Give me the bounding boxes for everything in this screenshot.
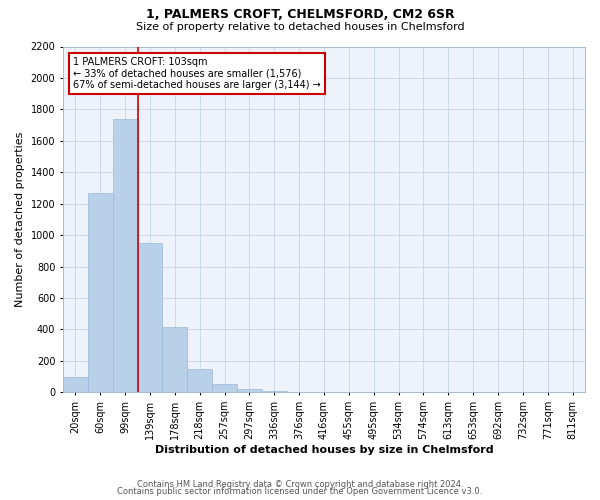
Bar xyxy=(262,391,287,392)
Bar xyxy=(187,368,212,392)
Bar xyxy=(212,384,237,392)
Y-axis label: Number of detached properties: Number of detached properties xyxy=(15,132,25,307)
Bar xyxy=(63,376,88,392)
Bar xyxy=(237,389,262,392)
Text: Size of property relative to detached houses in Chelmsford: Size of property relative to detached ho… xyxy=(136,22,464,32)
Text: Contains public sector information licensed under the Open Government Licence v3: Contains public sector information licen… xyxy=(118,487,482,496)
Bar xyxy=(163,327,187,392)
Text: 1, PALMERS CROFT, CHELMSFORD, CM2 6SR: 1, PALMERS CROFT, CHELMSFORD, CM2 6SR xyxy=(146,8,454,20)
Text: Contains HM Land Registry data © Crown copyright and database right 2024.: Contains HM Land Registry data © Crown c… xyxy=(137,480,463,489)
Bar xyxy=(88,192,113,392)
Bar xyxy=(137,243,163,392)
X-axis label: Distribution of detached houses by size in Chelmsford: Distribution of detached houses by size … xyxy=(155,445,493,455)
Text: 1 PALMERS CROFT: 103sqm
← 33% of detached houses are smaller (1,576)
67% of semi: 1 PALMERS CROFT: 103sqm ← 33% of detache… xyxy=(73,57,321,90)
Bar xyxy=(113,119,137,392)
